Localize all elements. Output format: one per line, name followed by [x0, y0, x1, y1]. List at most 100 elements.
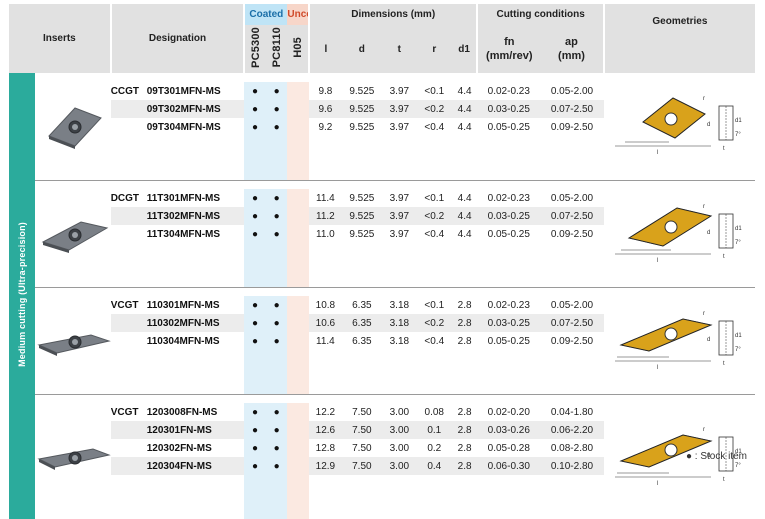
grade-pc8110-mark: ●	[265, 421, 288, 439]
svg-text:t: t	[723, 146, 725, 152]
fn-value: 0.03-0.25	[487, 103, 530, 115]
dim-l-value: 9.6	[318, 103, 333, 115]
dim-r-value: <0.4	[424, 121, 445, 133]
insert-image	[34, 286, 111, 394]
grade-pc5300-mark: ●	[244, 100, 266, 118]
group-spacer: d1 7° t l d r	[9, 286, 755, 394]
dim-t-value: 3.00	[389, 442, 410, 454]
grade-pc8110-mark: ●	[265, 207, 288, 225]
group-spacer: d1 7° t l d r	[9, 179, 755, 287]
dim-t-value: 3.97	[389, 192, 410, 204]
header-dim-t: t	[381, 25, 417, 73]
group-spacer	[9, 350, 755, 394]
designation-cell: DCGT 11T301MFN-MS	[111, 189, 245, 207]
header-fn: fn (mm/rev)	[476, 25, 541, 73]
dim-l-value: 10.6	[315, 317, 336, 329]
svg-text:r: r	[703, 427, 705, 433]
dim-d1-value: 2.8	[457, 317, 472, 329]
svg-text:l: l	[657, 150, 658, 156]
grade-pc5300-mark: ●	[244, 421, 266, 439]
header-inserts: Inserts	[9, 4, 111, 73]
grade-pc5300-mark: ●	[244, 225, 266, 243]
dim-r-value: <0.2	[424, 317, 445, 329]
ap-value: 0.05-2.00	[550, 192, 594, 204]
fn-value: 0.02-0.20	[487, 406, 530, 418]
dim-t-value: 3.97	[389, 210, 410, 222]
dim-t-value: 3.97	[389, 103, 410, 115]
table-body: Medium cutting (Ultra-precision) d1 7° t l d r…	[9, 73, 755, 519]
dim-l-value: 12.6	[315, 424, 336, 436]
designation-cell: 110304MFN-MS	[111, 332, 245, 350]
svg-text:t: t	[723, 254, 725, 260]
dim-d-value: 9.525	[349, 103, 375, 115]
table-row: 120301FN-MS ● ● 12.6 7.50 3.00 0.1 2.8 0.03-0.26…	[9, 421, 755, 439]
grade-pc5300-mark: ●	[244, 296, 266, 314]
dim-r-value: 0.2	[427, 442, 442, 454]
dim-d1-value: 2.8	[457, 442, 472, 454]
grade-pc5300-mark: ●	[244, 189, 266, 207]
dim-t-value: 3.00	[389, 424, 410, 436]
designation-prefix: VCGT	[110, 406, 139, 418]
grade-pc8110-mark: ●	[265, 225, 288, 243]
fn-value: 0.03-0.25	[487, 210, 530, 222]
grade-pc8110-mark: ●	[265, 189, 288, 207]
dim-r-value: <0.1	[424, 192, 445, 204]
grade-pc8110-mark: ●	[265, 439, 288, 457]
dim-t-value: 3.00	[389, 460, 410, 472]
ap-value: 0.07-2.50	[550, 317, 594, 329]
grade-pc5300-mark: ●	[244, 403, 266, 421]
fn-value: 0.02-0.23	[487, 299, 530, 311]
grade-h05-mark	[287, 296, 309, 314]
dim-d1-value: 2.8	[457, 335, 472, 347]
designation-code: 11T302MFN-MS	[146, 210, 221, 222]
side-category-label: Medium cutting (Ultra-precision)	[9, 73, 35, 519]
geometry-diagram: d1 7° t l d r	[603, 179, 755, 287]
grade-h05-mark	[287, 421, 309, 439]
dim-t-value: 3.97	[389, 85, 410, 97]
designation-cell: VCGT 110301MFN-MS	[111, 296, 245, 314]
designation-code: 09T301MFN-MS	[146, 85, 221, 97]
grade-h05-mark	[287, 82, 309, 100]
svg-text:d: d	[707, 453, 710, 459]
grade-pc5300-mark: ●	[244, 439, 266, 457]
grade-h05-mark	[287, 225, 309, 243]
group-spacer: d1 7° t l d r	[9, 393, 755, 519]
svg-text:l: l	[657, 365, 658, 371]
svg-text:7°: 7°	[735, 240, 741, 246]
group-spacer	[9, 243, 755, 287]
dim-d-value: 7.50	[352, 460, 372, 472]
dim-l-value: 11.0	[316, 228, 335, 240]
table-row: 11T302MFN-MS ● ● 11.2 9.525 3.97 <0.2 4.4 0.03-0…	[9, 207, 755, 225]
svg-text:t: t	[723, 361, 725, 367]
designation-code: 09T302MFN-MS	[146, 103, 221, 115]
fn-value: 0.05-0.25	[487, 335, 530, 347]
designation-cell: 120301FN-MS	[111, 421, 245, 439]
grade-pc5300-mark: ●	[244, 118, 266, 136]
header-coated: Coated	[243, 4, 288, 25]
svg-text:r: r	[703, 204, 705, 210]
grade-h05-mark	[287, 403, 309, 421]
fn-value: 0.03-0.26	[487, 424, 530, 436]
grade-h05-mark	[287, 189, 309, 207]
designation-code: 09T304MFN-MS	[146, 121, 221, 133]
designation-cell: CCGT 09T301MFN-MS	[111, 82, 245, 100]
dim-r-value: <0.4	[424, 228, 445, 240]
designation-cell: 110302MFN-MS	[111, 314, 245, 332]
ap-value: 0.04-1.80	[550, 406, 594, 418]
grade-h05-mark	[287, 439, 309, 457]
dim-d-value: 6.35	[352, 317, 372, 329]
group-spacer: Medium cutting (Ultra-precision) d1 7° t l d r	[9, 73, 755, 519]
geometry-diagram: d1 7° t l d r	[604, 73, 755, 180]
designation-prefix: DCGT	[110, 192, 140, 204]
header-grade-pc5300: PC5300	[243, 25, 266, 73]
designation-code: 11T301MFN-MS	[146, 192, 221, 204]
dim-l-value: 10.8	[315, 299, 336, 311]
table-row: 09T304MFN-MS ● ● 9.2 9.525 3.97 <0.4 4.4 0.05-0.…	[9, 118, 755, 136]
dim-d-value: 9.525	[349, 192, 375, 204]
grade-h05-mark	[287, 457, 309, 475]
product-table: Inserts Designation Coated Uncoated Dime…	[9, 4, 755, 519]
designation-code: 110304MFN-MS	[146, 335, 220, 347]
dim-l-value: 9.8	[318, 85, 333, 97]
dim-d1-value: 2.8	[457, 299, 472, 311]
svg-text:l: l	[657, 258, 658, 264]
